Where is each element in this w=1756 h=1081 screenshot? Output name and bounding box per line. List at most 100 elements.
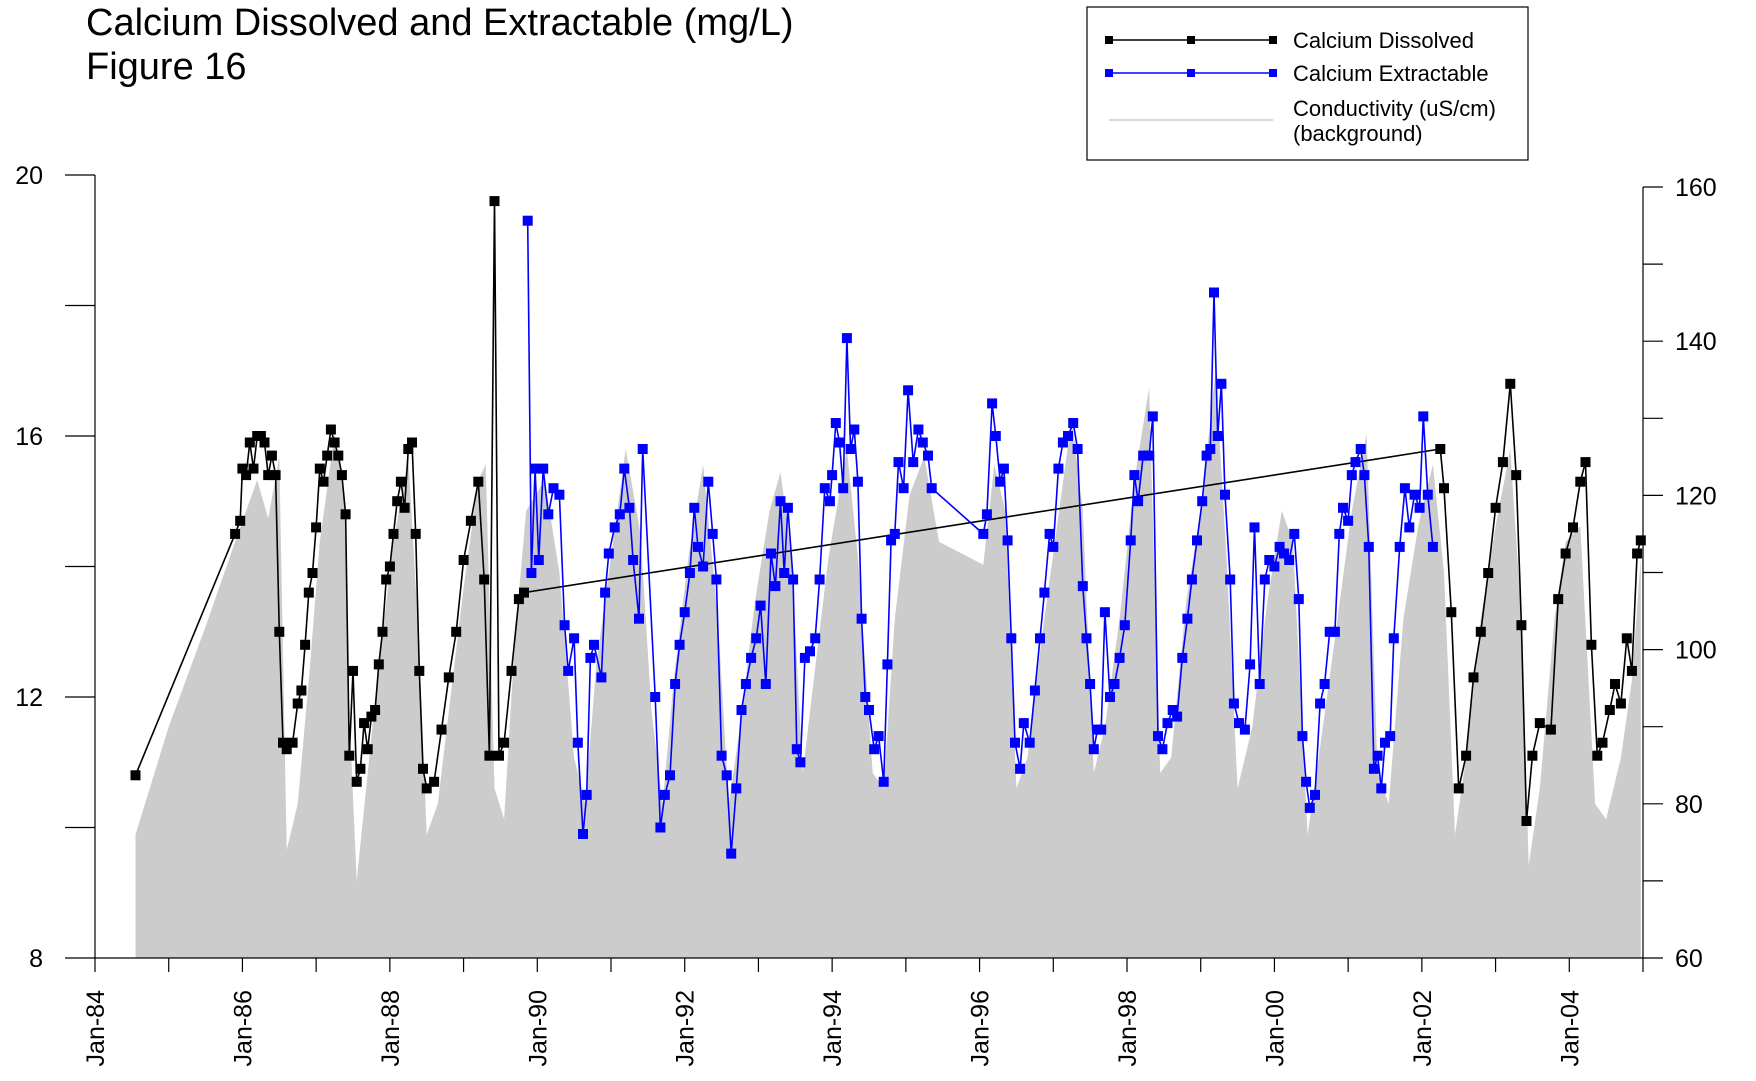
calcium-extractable-point xyxy=(1259,574,1270,585)
calcium-dissolved-point xyxy=(366,711,377,722)
calcium-dissolved-point xyxy=(1468,672,1479,683)
calcium-extractable-point xyxy=(1334,528,1345,539)
calcium-extractable-point xyxy=(736,705,747,715)
calcium-extractable-point xyxy=(569,633,580,644)
calcium-dissolved-point xyxy=(263,470,274,481)
calcium-dissolved-point xyxy=(388,528,399,539)
calcium-extractable-point xyxy=(1385,731,1396,742)
calcium-dissolved-point xyxy=(1505,378,1516,389)
calcium-extractable-point xyxy=(1006,633,1017,644)
calcium-extractable-point xyxy=(1129,470,1140,481)
bottom-axis-tick-label: Jan-90 xyxy=(524,990,552,1066)
calcium-extractable-point xyxy=(770,581,781,592)
calcium-extractable-point xyxy=(775,496,786,507)
calcium-dissolved-point xyxy=(255,431,266,441)
calcium-dissolved-point xyxy=(392,496,403,507)
calcium-extractable-point xyxy=(834,437,845,448)
calcium-extractable-point xyxy=(1081,633,1092,644)
calcium-extractable-point xyxy=(838,483,849,494)
calcium-extractable-point xyxy=(572,737,583,748)
calcium-extractable-point xyxy=(913,424,924,435)
calcium-dissolved-point xyxy=(244,437,255,448)
calcium-dissolved-point xyxy=(1490,502,1501,513)
calcium-dissolved-point xyxy=(1527,750,1538,761)
calcium-extractable-point xyxy=(1209,287,1219,298)
calcium-extractable-point xyxy=(655,822,666,833)
legend-conductivity-us-cm--label-line2: (background) xyxy=(1293,121,1423,146)
calcium-extractable-point xyxy=(1376,783,1387,794)
calcium-dissolved-point xyxy=(1483,568,1494,578)
calcium-dissolved-point xyxy=(414,665,425,676)
calcium-dissolved-point xyxy=(278,737,288,748)
calcium-dissolved-point xyxy=(1592,750,1603,761)
calcium-dissolved-point xyxy=(303,587,314,598)
calcium-dissolved-point xyxy=(292,698,303,709)
calcium-extractable-point xyxy=(1297,731,1308,742)
calcium-dissolved-point xyxy=(1439,483,1449,494)
calcium-dissolved-point xyxy=(381,574,392,585)
calcium-dissolved-point xyxy=(1553,594,1564,605)
calcium-extractable-point xyxy=(1010,737,1020,748)
right-axis-tick-label: 80 xyxy=(1675,791,1703,819)
calcium-dissolved-point xyxy=(1511,470,1522,481)
calcium-dissolved-point xyxy=(281,744,292,755)
calcium-extractable-point xyxy=(538,463,549,474)
calcium-extractable-point xyxy=(1245,659,1256,670)
calcium-extractable-point xyxy=(1225,574,1236,585)
calcium-dissolved-point xyxy=(1604,705,1615,715)
calcium-extractable-point xyxy=(1289,528,1300,539)
calcium-extractable-point xyxy=(563,665,574,676)
calcium-extractable-point xyxy=(760,679,771,689)
calcium-extractable-point xyxy=(1338,502,1348,513)
calcium-dissolved-point xyxy=(1575,476,1586,487)
calcium-dissolved-point xyxy=(1597,737,1608,748)
calcium-dissolved-point xyxy=(362,744,373,755)
calcium-extractable-point xyxy=(628,555,639,565)
calcium-extractable-point xyxy=(995,476,1006,487)
bottom-axis-tick-label: Jan-04 xyxy=(1556,990,1584,1067)
calcium-extractable-point xyxy=(1310,789,1320,800)
calcium-dissolved-point xyxy=(384,561,395,572)
calcium-extractable-point xyxy=(1085,679,1096,689)
chart-title: Calcium Dissolved and Extractable (mg/L) xyxy=(86,2,794,44)
calcium-dissolved-point xyxy=(322,450,333,461)
calcium-extractable-point xyxy=(693,541,703,552)
calcium-extractable-point xyxy=(1105,692,1115,702)
calcium-extractable-point xyxy=(1359,470,1370,481)
calcium-extractable-point xyxy=(1099,607,1110,618)
calcium-extractable-point xyxy=(1182,613,1193,624)
calcium-extractable-point xyxy=(548,483,559,494)
calcium-extractable-point xyxy=(1048,541,1059,552)
calcium-extractable-point xyxy=(1343,515,1354,526)
calcium-extractable-point xyxy=(1414,502,1425,513)
calcium-dissolved-point xyxy=(499,737,510,748)
calcium-extractable-point xyxy=(755,600,766,611)
calcium-extractable-point xyxy=(869,744,880,755)
calcium-dissolved-point xyxy=(429,776,440,787)
calcium-extractable-point xyxy=(1114,652,1125,663)
calcium-extractable-point xyxy=(1363,541,1374,552)
calcium-extractable-point xyxy=(990,431,1001,441)
calcium-extractable-point xyxy=(1172,711,1183,722)
calcium-extractable-point xyxy=(1039,587,1050,598)
calcium-extractable-point xyxy=(814,574,825,585)
calcium-extractable-point xyxy=(788,574,799,585)
bottom-axis-tick-label: Jan-00 xyxy=(1261,990,1289,1066)
calcium-dissolved-point xyxy=(348,665,358,676)
calcium-extractable-point xyxy=(841,333,852,344)
calcium-extractable-point xyxy=(589,639,599,650)
bottom-axis-tick-label: Jan-88 xyxy=(377,990,405,1066)
calcium-extractable-point xyxy=(1162,718,1173,729)
calcium-extractable-point xyxy=(1324,626,1335,637)
calcium-dissolved-point xyxy=(494,750,504,761)
calcium-dissolved-point xyxy=(1521,816,1532,826)
calcium-extractable-point xyxy=(886,535,897,546)
bottom-axis-tick-label: Jan-98 xyxy=(1114,990,1142,1066)
calcium-extractable-point xyxy=(746,652,757,663)
calcium-extractable-point xyxy=(1035,633,1045,644)
calcium-extractable-point xyxy=(530,463,541,474)
calcium-dissolved-point xyxy=(351,776,362,787)
calcium-extractable-point xyxy=(845,444,856,454)
calcium-dissolved-point xyxy=(418,763,428,774)
